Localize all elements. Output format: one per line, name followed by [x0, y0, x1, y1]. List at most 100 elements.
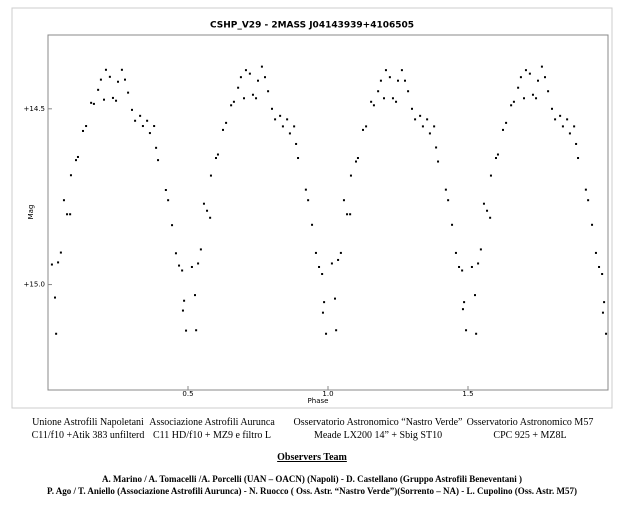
data-point — [194, 294, 196, 297]
data-point — [517, 86, 520, 89]
data-point — [470, 265, 473, 268]
y-axis-label: Mag — [27, 205, 35, 220]
data-point — [209, 216, 212, 219]
data-point — [551, 107, 553, 110]
data-point — [474, 294, 476, 297]
data-point — [209, 174, 212, 177]
data-point — [69, 174, 72, 177]
chart-title: CSHP_V29 - 2MASS J04143939+4106505 — [210, 21, 414, 31]
data-point — [598, 265, 601, 268]
data-point — [120, 68, 123, 71]
setup-equipment: C11/f10 +Atik 383 unfilterd — [31, 430, 145, 441]
data-point — [519, 76, 522, 79]
data-point — [131, 108, 133, 111]
data-point — [379, 79, 382, 82]
data-point — [486, 209, 489, 212]
data-point — [92, 102, 95, 105]
chart: CSHP_V29 - 2MASS J04143939+4106505 Phase… — [11, 7, 613, 409]
data-point — [115, 99, 118, 102]
data-point — [496, 153, 499, 156]
data-point — [108, 75, 111, 78]
data-point — [321, 311, 324, 314]
data-point — [146, 119, 149, 122]
data-point — [54, 296, 56, 299]
data-point — [251, 93, 254, 96]
data-point — [271, 107, 273, 110]
data-point — [117, 80, 119, 83]
data-point — [510, 104, 513, 107]
data-point — [433, 125, 436, 128]
data-point — [531, 93, 534, 96]
data-point — [267, 90, 270, 93]
team-line: A. Marino / A. Tomacelli /A. Porcelli (U… — [102, 474, 522, 484]
data-point — [311, 223, 314, 226]
data-point — [215, 157, 217, 160]
data-point — [537, 79, 539, 82]
data-point — [587, 199, 590, 202]
data-point — [397, 79, 399, 82]
data-point — [411, 107, 413, 110]
data-point — [334, 297, 336, 300]
data-point — [559, 114, 562, 117]
data-point — [591, 223, 594, 226]
data-point — [573, 125, 576, 128]
data-point — [90, 101, 93, 104]
data-point — [244, 69, 247, 72]
data-point — [461, 269, 464, 272]
data-point — [479, 248, 482, 251]
data-point — [264, 76, 266, 79]
data-point — [318, 265, 321, 268]
data-point — [505, 121, 508, 124]
y-tick-label: +15.0 — [24, 281, 45, 289]
data-point — [99, 78, 102, 81]
data-point — [183, 299, 186, 302]
data-point — [377, 90, 380, 93]
data-point — [330, 262, 333, 265]
data-point — [362, 128, 364, 131]
data-point — [428, 132, 431, 135]
data-point — [535, 97, 538, 100]
data-point — [157, 159, 160, 162]
data-point — [419, 114, 422, 117]
data-point — [372, 104, 375, 107]
data-point — [414, 118, 417, 121]
data-point — [391, 97, 394, 100]
data-point — [230, 104, 233, 107]
data-point — [286, 118, 289, 121]
data-point — [225, 121, 228, 124]
data-point — [124, 78, 126, 81]
setup-equipment: Meade LX200 14” + Sbig ST10 — [313, 430, 443, 441]
data-point — [103, 98, 105, 101]
data-point — [216, 153, 219, 156]
x-tick-label: 1.0 — [322, 390, 333, 398]
data-point — [337, 258, 340, 261]
data-point — [197, 262, 200, 265]
data-point — [257, 79, 259, 82]
data-point — [127, 91, 130, 94]
data-point — [335, 329, 338, 332]
data-point — [523, 97, 525, 100]
data-point — [601, 273, 604, 276]
data-point — [566, 118, 569, 121]
setup-name: Osservatorio Astronomico “Nastro Verde” — [293, 417, 463, 428]
data-point — [239, 76, 242, 79]
data-point — [255, 97, 258, 100]
data-point — [281, 125, 284, 128]
data-point — [384, 69, 387, 72]
data-point — [342, 199, 345, 202]
data-point — [97, 88, 100, 91]
data-point — [475, 332, 478, 335]
data-point — [544, 76, 546, 79]
data-point — [489, 216, 492, 219]
data-point — [349, 174, 352, 177]
data-point — [426, 118, 429, 121]
data-point — [206, 209, 209, 212]
data-point — [174, 252, 177, 255]
data-point — [248, 72, 251, 75]
data-point — [111, 96, 114, 99]
data-point — [222, 128, 224, 131]
data-point — [59, 251, 62, 254]
data-point — [178, 264, 181, 267]
data-point — [85, 125, 88, 128]
